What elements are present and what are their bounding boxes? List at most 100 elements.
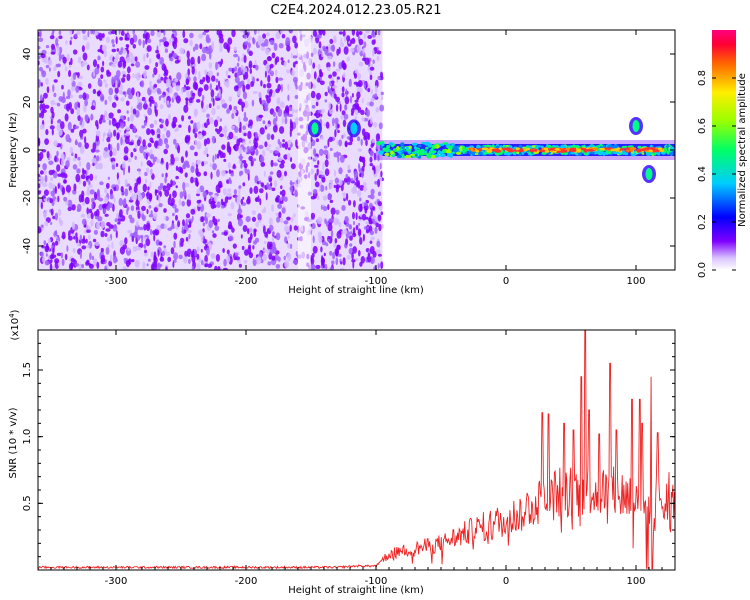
noise-speckle: [61, 84, 64, 90]
signal-cell: [430, 154, 436, 159]
noise-speckle: [149, 168, 153, 176]
noise-speckle: [137, 210, 141, 219]
noise-speckle: [286, 45, 291, 52]
noise-speckle: [62, 155, 65, 163]
noise-speckle: [165, 251, 171, 256]
noise-speckle: [370, 89, 373, 95]
noise-speckle: [283, 61, 287, 67]
noise-speckle: [123, 257, 128, 262]
noise-speckle: [115, 80, 118, 89]
noise-speckle: [349, 235, 353, 241]
noise-speckle: [146, 160, 152, 166]
noise-speckle: [198, 258, 202, 263]
noise-speckle: [52, 169, 55, 174]
noise-speckle: [332, 44, 335, 53]
noise-speckle: [80, 213, 86, 218]
noise-speckle: [163, 245, 167, 249]
noise-speckle: [284, 141, 289, 150]
noise-speckle: [42, 256, 46, 264]
noise-speckle: [95, 130, 101, 137]
noise-speckle: [354, 99, 359, 103]
noise-speckle: [108, 143, 111, 151]
noise-speckle: [116, 142, 120, 152]
noise-speckle: [324, 99, 328, 103]
noise-speckle: [328, 218, 334, 223]
noise-speckle: [314, 173, 317, 182]
noise-speckle: [142, 39, 145, 49]
noise-speckle: [84, 196, 90, 205]
noise-speckle: [351, 259, 356, 263]
noise-speckle: [332, 117, 335, 127]
noise-speckle: [130, 205, 135, 212]
noise-speckle: [120, 97, 125, 102]
noise-speckle: [99, 93, 105, 102]
noise-speckle: [115, 96, 119, 101]
noise-speckle: [74, 153, 78, 159]
noise-speckle: [145, 115, 148, 122]
noise-speckle: [236, 138, 241, 147]
noise-speckle: [136, 190, 141, 196]
noise-speckle: [147, 38, 152, 44]
noise-speckle: [190, 208, 196, 215]
noise-speckle: [46, 261, 50, 265]
noise-speckle: [350, 38, 356, 44]
signal-cell: [402, 154, 405, 159]
signal-peak-cell: [475, 149, 480, 153]
noise-speckle: [335, 209, 340, 215]
noise-speckle: [139, 234, 144, 239]
noise-speckle: [208, 103, 212, 109]
noise-speckle: [323, 252, 326, 257]
noise-speckle: [38, 138, 41, 147]
noise-speckle: [243, 162, 248, 169]
noise-speckle: [356, 85, 361, 94]
noise-speckle: [206, 113, 210, 118]
noise-speckle: [173, 240, 176, 249]
noise-speckle: [290, 243, 293, 249]
noise-speckle: [75, 232, 78, 238]
noise-speckle: [325, 185, 328, 191]
noise-speckle: [157, 90, 162, 95]
noise-speckle: [190, 56, 195, 65]
noise-speckle: [125, 259, 130, 268]
noise-speckle: [196, 141, 202, 150]
noise-speckle: [265, 48, 270, 55]
noise-speckle: [63, 179, 67, 184]
noise-speckle: [268, 90, 273, 98]
noise-speckle: [269, 177, 272, 183]
noise-speckle: [371, 215, 377, 220]
noise-speckle: [61, 258, 65, 266]
noise-speckle: [369, 156, 373, 163]
noise-speckle: [111, 76, 115, 86]
noise-speckle: [212, 218, 215, 223]
noise-speckle: [129, 37, 134, 45]
noise-speckle: [194, 151, 198, 157]
noise-speckle: [65, 200, 69, 206]
x-tick-label: 100: [626, 276, 645, 287]
noise-speckle: [82, 92, 87, 101]
noise-speckle: [223, 231, 228, 236]
noise-speckle: [194, 132, 198, 139]
colorbar-gradient: [712, 30, 736, 270]
noise-speckle: [94, 211, 98, 217]
noise-speckle: [272, 231, 275, 236]
noise-speckle: [268, 224, 274, 232]
noise-speckle: [53, 92, 57, 98]
noise-speckle: [270, 134, 275, 140]
noise-speckle: [327, 223, 333, 232]
noise-speckle: [191, 66, 195, 75]
noise-speckle: [271, 236, 275, 242]
noise-speckle: [75, 85, 80, 93]
noise-speckle: [349, 243, 353, 247]
noise-speckle: [202, 31, 207, 36]
noise-speckle: [196, 199, 201, 204]
noise-speckle: [145, 238, 151, 247]
noise-speckle: [362, 161, 366, 168]
noise-speckle: [323, 149, 329, 156]
noise-speckle: [181, 200, 185, 207]
noise-speckle: [118, 90, 124, 95]
signal-cell: [439, 153, 446, 158]
noise-speckle: [364, 202, 368, 207]
noise-speckle: [337, 156, 340, 163]
noise-speckle: [367, 254, 372, 263]
noise-speckle: [118, 50, 123, 55]
